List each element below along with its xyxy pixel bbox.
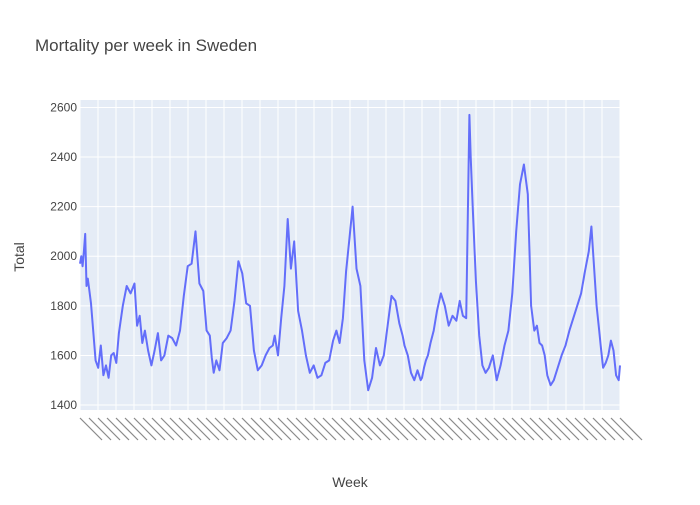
- x-tick-mark: [412, 417, 436, 441]
- x-tick-mark: [250, 417, 274, 441]
- x-tick-mark: [169, 417, 193, 441]
- x-tick-mark: [466, 417, 490, 441]
- x-tick-mark: [385, 417, 409, 441]
- x-tick-mark: [223, 417, 247, 441]
- x-tick-mark: [556, 417, 580, 441]
- x-tick-mark: [592, 417, 616, 441]
- x-tick-mark: [88, 417, 112, 441]
- x-grid-lines: [79, 100, 621, 410]
- x-tick-mark: [367, 417, 391, 441]
- x-tick-mark: [457, 417, 481, 441]
- x-tick-mark: [97, 417, 121, 441]
- x-tick-mark: [124, 417, 148, 441]
- chart-title: Mortality per week in Sweden: [35, 36, 257, 55]
- x-tick-mark: [304, 417, 328, 441]
- x-tick-mark: [79, 417, 103, 441]
- x-tick-mark: [277, 417, 301, 441]
- x-tick-mark: [394, 417, 418, 441]
- x-tick-mark: [295, 417, 319, 441]
- x-tick-mark: [619, 417, 643, 441]
- x-tick-mark: [403, 417, 427, 441]
- x-tick-mark: [448, 417, 472, 441]
- x-tick-mark: [286, 417, 310, 441]
- x-tick-mark: [106, 417, 130, 441]
- y-tick-labels: 1400 1600 1800 2000 2200 2400 2600: [50, 100, 77, 412]
- x-tick-mark: [133, 417, 157, 441]
- x-tick-mark: [529, 417, 553, 441]
- x-tick-mark: [178, 417, 202, 441]
- x-tick-mark: [232, 417, 256, 441]
- y-tick-label: 1800: [50, 299, 77, 313]
- x-tick-mark: [313, 417, 337, 441]
- x-tick-mark: [511, 417, 535, 441]
- x-tick-mark: [115, 417, 139, 441]
- x-tick-mark: [565, 417, 589, 441]
- x-tick-mark: [349, 417, 373, 441]
- x-tick-mark: [214, 417, 238, 441]
- x-tick-mark: [259, 417, 283, 441]
- x-tick-mark: [331, 417, 355, 441]
- x-tick-mark: [574, 417, 598, 441]
- x-tick-mark: [358, 417, 382, 441]
- x-tick-mark: [160, 417, 184, 441]
- y-axis-title: Total: [11, 242, 27, 272]
- x-tick-mark: [187, 417, 211, 441]
- x-axis-title: Week: [332, 474, 369, 490]
- x-tick-mark: [439, 417, 463, 441]
- y-tick-label: 2600: [50, 100, 77, 114]
- x-tick-mark: [475, 417, 499, 441]
- plot-area: 1400 1600 1800 2000 2200 2400 2600: [50, 100, 643, 441]
- y-tick-label: 1600: [50, 348, 77, 362]
- x-tick-mark: [547, 417, 571, 441]
- x-tick-mark: [151, 417, 175, 441]
- x-tick-mark: [268, 417, 292, 441]
- x-tick-mark: [520, 417, 544, 441]
- y-tick-label: 2400: [50, 150, 77, 164]
- x-tick-mark: [583, 417, 607, 441]
- y-tick-label: 2200: [50, 200, 77, 214]
- x-tick-mark: [241, 417, 265, 441]
- x-tick-mark: [205, 417, 229, 441]
- x-tick-mark: [340, 417, 364, 441]
- y-tick-label: 2000: [50, 249, 77, 263]
- x-tick-mark: [601, 417, 625, 441]
- x-tick-mark: [493, 417, 517, 441]
- x-tick-mark: [322, 417, 346, 441]
- series-line: [79, 113, 621, 392]
- x-tick-mark: [430, 417, 454, 441]
- x-tick-mark: [142, 417, 166, 441]
- x-tick-mark: [610, 417, 634, 441]
- x-tick-mark: [421, 417, 445, 441]
- x-tick-mark: [196, 417, 220, 441]
- x-tick-labels: [79, 417, 643, 441]
- x-tick-mark: [376, 417, 400, 441]
- x-tick-mark: [484, 417, 508, 441]
- x-tick-mark: [502, 417, 526, 441]
- y-tick-label: 1400: [50, 398, 77, 412]
- x-tick-mark: [538, 417, 562, 441]
